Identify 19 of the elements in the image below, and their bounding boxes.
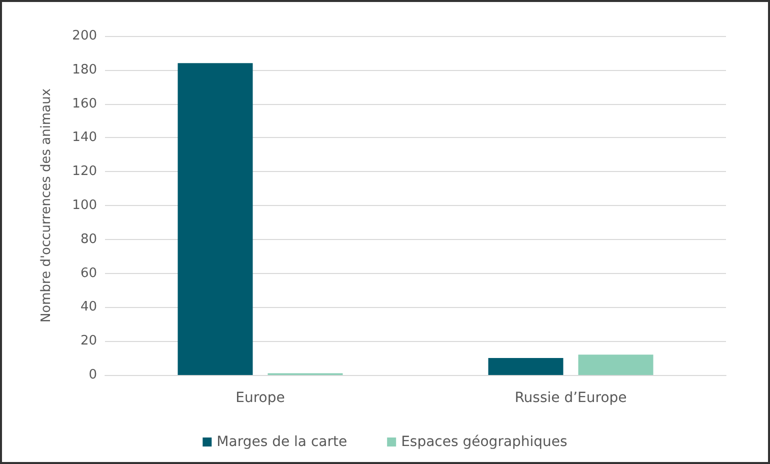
y-tick-label: 160 [72, 96, 97, 112]
legend-label: Marges de la carte [216, 434, 348, 450]
bar [578, 354, 654, 375]
y-tick-label: 200 [72, 28, 97, 44]
y-tick-label: 120 [72, 164, 97, 180]
bar [488, 358, 564, 375]
y-tick-label: 100 [72, 198, 97, 213]
y-tick-label: 20 [80, 334, 97, 349]
y-tick-label: 40 [80, 300, 97, 315]
x-tick-label: Europe [236, 390, 285, 406]
bar [178, 63, 253, 375]
y-axis-title: Nombre d'occurrences des animaux [39, 88, 54, 323]
y-tick-label: 140 [72, 130, 97, 146]
y-tick-label: 60 [80, 266, 97, 281]
y-tick-label: 0 [88, 368, 97, 382]
y-tick-label: 80 [80, 232, 97, 247]
y-tick-label: 180 [72, 62, 97, 78]
x-tick-label: Russie d’Europe [514, 390, 627, 406]
legend-label: Espaces géographiques [401, 434, 568, 450]
